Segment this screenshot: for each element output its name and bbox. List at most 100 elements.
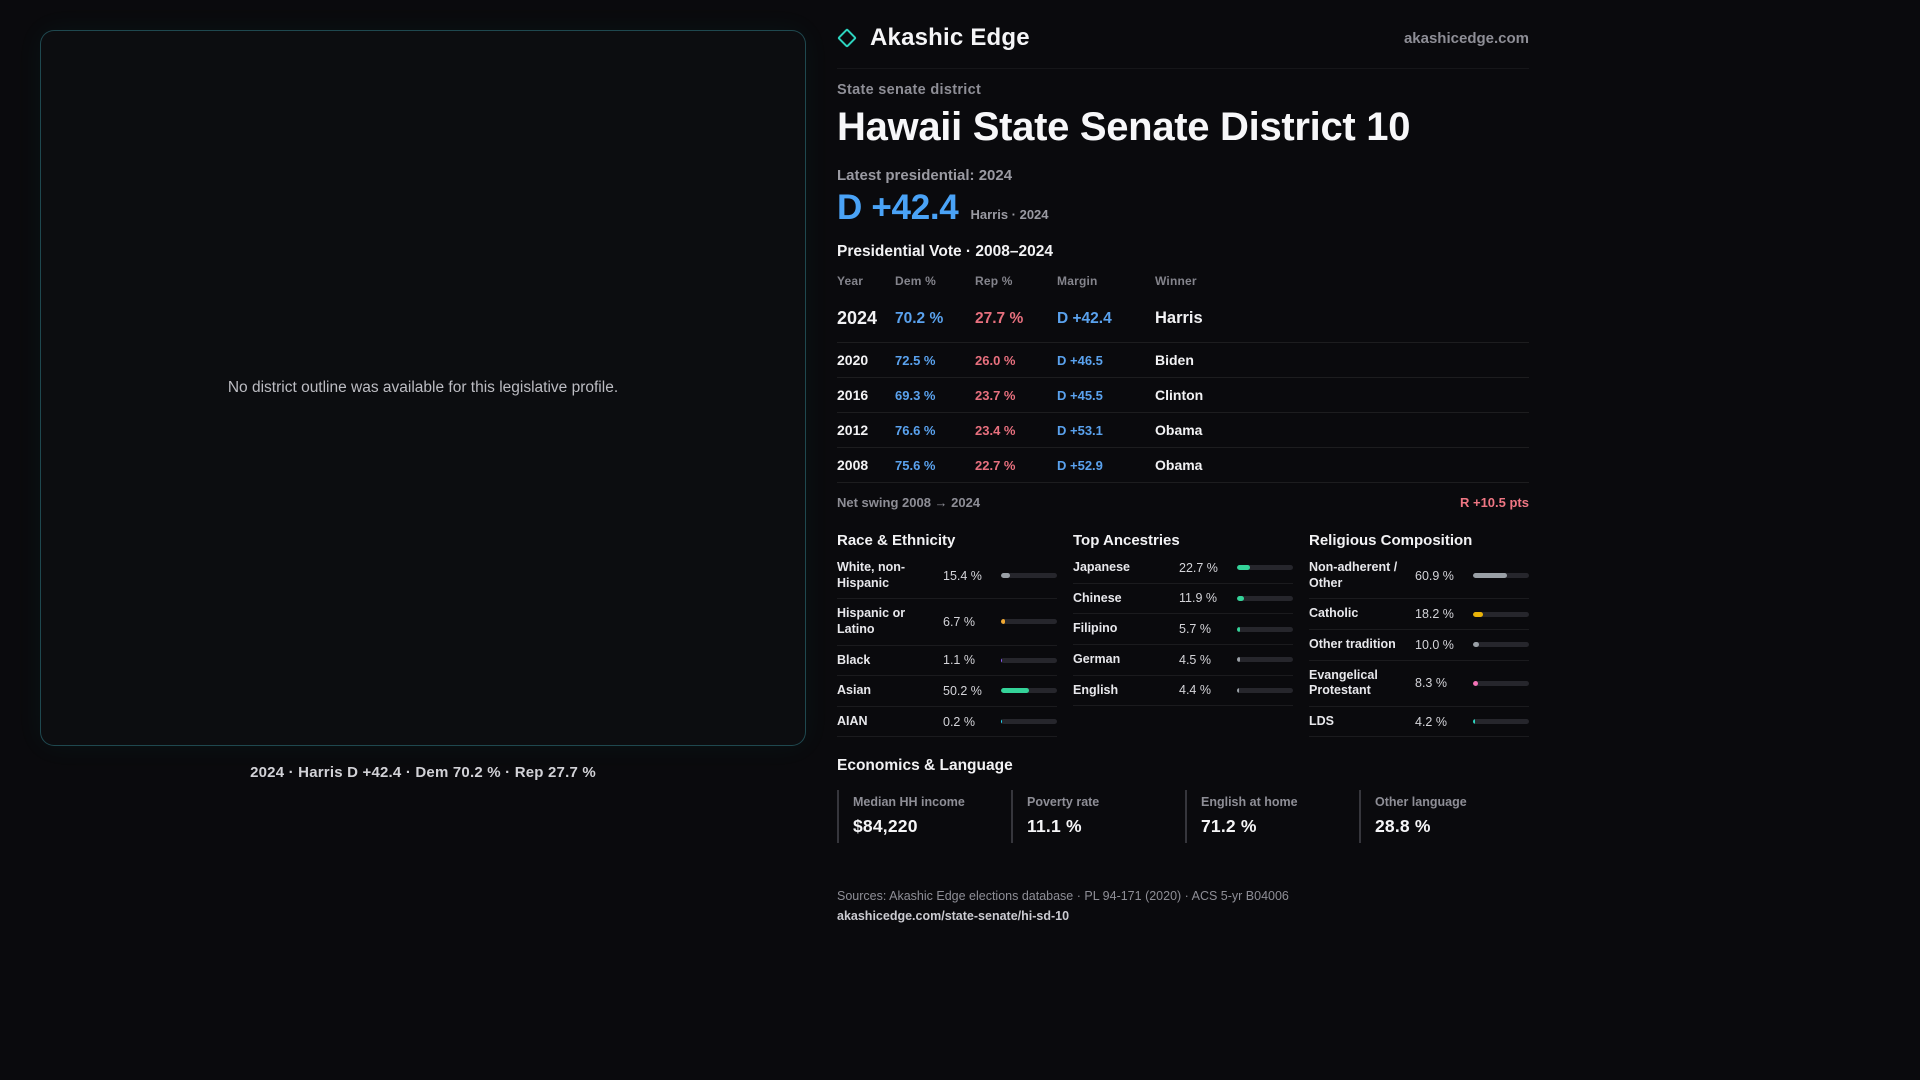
stat-tile: Median HH income $84,220 [837, 790, 1007, 844]
demo-bar [1001, 657, 1057, 663]
demo-value: 60.9 % [1415, 568, 1454, 583]
cell-margin: D +45.5 [1057, 387, 1103, 403]
economics-stats: Median HH income $84,220 Poverty rate 11.1 … [837, 790, 1529, 844]
cell-dem: 72.5 % [895, 352, 936, 368]
map-caption: 2024 · Harris D +42.4 · Dem 70.2 % · Rep… [250, 764, 596, 781]
brand-site-link[interactable]: akashicedge.com [1403, 29, 1529, 47]
stat-value: 11.1 % [1027, 816, 1082, 837]
demo-bar-fill [1001, 573, 1010, 579]
results-row: 2020 72.5 % 26.0 % D +46.5 Biden [837, 343, 1529, 378]
demo-value: 10.0 % [1415, 637, 1454, 652]
demo-bar-fill [1237, 687, 1240, 693]
results-column-header: Margin [1057, 274, 1098, 288]
headline-margin-context: Harris · 2024 [970, 207, 1049, 222]
swing-value: R +10.5 pts [1459, 495, 1529, 510]
demo-value: 5.7 % [1179, 622, 1211, 637]
map-placeholder-text: No district outline was available for th… [227, 379, 619, 396]
demo-section-ancestries: Top Ancestries Japanese 22.7 % Chinese 11.9 … [1073, 522, 1293, 737]
demo-label: Evangelical Protestant [1309, 667, 1378, 698]
results-row: 2016 69.3 % 23.7 % D +45.5 Clinton [837, 378, 1529, 413]
demo-value: 4.4 % [1179, 683, 1211, 698]
demo-bar-fill [1001, 657, 1002, 663]
cell-rep: 22.7 % [975, 457, 1016, 473]
results-table: Year Dem % Rep % Margin Winner 2024 70.2 % 27.… [837, 268, 1529, 483]
demo-row: Evangelical Protestant 8.3 % [1309, 661, 1529, 707]
stat-value: $84,220 [853, 816, 918, 837]
demo-label: Chinese [1073, 590, 1122, 605]
district-map-panel: No district outline was available for th… [40, 30, 806, 746]
cell-margin: D +52.9 [1057, 457, 1103, 473]
results-header-row: Year Dem % Rep % Margin Winner [837, 268, 1529, 297]
demo-section-title: Top Ancestries [1073, 532, 1180, 549]
demo-bar [1473, 642, 1529, 648]
demo-value: 22.7 % [1179, 560, 1218, 575]
swing-label: Net swing 2008 → 2024 [837, 495, 981, 510]
footer: Sources: Akashic Edge elections database… [837, 889, 1529, 923]
cell-margin: D +53.1 [1057, 422, 1103, 438]
demo-bar-fill [1473, 642, 1479, 648]
demo-bar [1001, 688, 1057, 694]
stat-tile: English at home 71.2 % [1185, 790, 1355, 844]
cell-year: 2024 [837, 308, 878, 328]
demo-bar-fill [1001, 619, 1005, 625]
results-column-header: Winner [1155, 274, 1197, 288]
results-title: Presidential Vote · 2008–2024 [837, 243, 1053, 260]
stat-label: Median HH income [853, 795, 965, 810]
demo-bar [1473, 611, 1529, 617]
demo-section-title: Religious Composition [1309, 532, 1473, 549]
cell-dem: 76.6 % [895, 422, 936, 438]
cell-rep: 23.4 % [975, 422, 1016, 438]
demo-bar-fill [1237, 595, 1244, 601]
results-column-header: Rep % [975, 274, 1013, 288]
demo-value: 6.7 % [943, 614, 975, 629]
demo-row: Black 1.1 % [837, 646, 1057, 677]
stat-label: Poverty rate [1027, 795, 1100, 810]
cell-dem: 69.3 % [895, 387, 936, 403]
cell-rep: 26.0 % [975, 352, 1016, 368]
cell-year: 2016 [837, 387, 869, 403]
cell-year: 2012 [837, 422, 869, 438]
demo-label: German [1073, 651, 1121, 666]
demo-label: English [1073, 682, 1119, 697]
results-row: 2008 75.6 % 22.7 % D +52.9 Obama [837, 448, 1529, 483]
cell-winner: Biden [1155, 352, 1194, 368]
demo-bar [1001, 619, 1057, 625]
latest-presidential-label: Latest presidential: 2024 [837, 167, 1013, 184]
cell-winner: Obama [1155, 457, 1203, 473]
demo-row: Asian 50.2 % [837, 676, 1057, 707]
demo-value: 15.4 % [943, 568, 982, 583]
stat-label: Other language [1375, 795, 1467, 810]
headline-margin-row: D +42.4 Harris · 2024 [837, 188, 1529, 228]
cell-margin: D +42.4 [1057, 309, 1112, 327]
results-row: 2012 76.6 % 23.4 % D +53.1 Obama [837, 413, 1529, 448]
cell-margin: D +46.5 [1057, 352, 1103, 368]
demo-row: LDS 4.2 % [1309, 707, 1529, 738]
cell-rep: 23.7 % [975, 387, 1016, 403]
cell-dem: 75.6 % [895, 457, 936, 473]
demo-row: Hispanic or Latino 6.7 % [837, 599, 1057, 646]
cell-year: 2020 [837, 352, 869, 368]
demo-bar [1473, 680, 1529, 686]
demo-section-religion: Religious Composition Non-adherent / Othe… [1309, 522, 1529, 738]
results-column-header: Year [837, 274, 864, 288]
demo-value: 8.3 % [1415, 676, 1447, 691]
results-row: 2024 70.2 % 27.7 % D +42.4 Harris [837, 297, 1529, 343]
demo-row: AIAN 0.2 % [837, 707, 1057, 738]
demo-label: White, non-Hispanic [837, 560, 906, 590]
demo-label: LDS [1309, 713, 1334, 728]
demo-bar [1237, 626, 1293, 632]
demo-bar [1473, 573, 1529, 579]
permalink[interactable]: akashicedge.com/state-senate/hi-sd-10 [837, 909, 1070, 924]
demo-row: White, non-Hispanic 15.4 % [837, 553, 1057, 600]
profile-panel: Akashic Edge akashicedge.com State senat… [837, 24, 1529, 923]
demo-section-title: Race & Ethnicity [837, 532, 956, 549]
demo-bar-fill [1473, 719, 1476, 725]
demo-label: Non-adherent / Other [1309, 560, 1398, 590]
header: Akashic Edge akashicedge.com [837, 24, 1529, 69]
headline-margin-value: D +42.4 [837, 188, 959, 227]
demo-bar-fill [1237, 626, 1241, 632]
demo-bar-fill [1001, 688, 1030, 694]
cell-dem: 70.2 % [895, 309, 944, 327]
demo-row: Japanese 22.7 % [1073, 553, 1293, 584]
demo-row: Chinese 11.9 % [1073, 584, 1293, 615]
